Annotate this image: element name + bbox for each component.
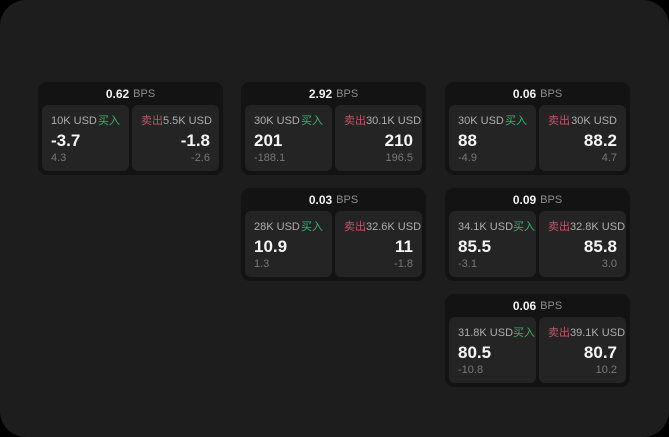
- buy-delta: -4.9: [458, 152, 477, 164]
- buy-panel[interactable]: 34.1K USD 买入 85.5 -3.1: [449, 211, 536, 277]
- sell-amount: 32.6K USD: [366, 221, 422, 233]
- sell-amount: 5.5K USD: [163, 115, 212, 127]
- sell-panel[interactable]: 卖出 32.6K USD 11 -1.8: [335, 211, 422, 277]
- buy-amount: 28K USD: [254, 221, 300, 233]
- buy-price: 85.5: [458, 237, 492, 256]
- bps-unit: BPS: [336, 87, 359, 100]
- buy-panel[interactable]: 30K USD 买入 88 -4.9: [449, 105, 536, 171]
- sell-tag: 卖出: [344, 115, 366, 127]
- sell-price: 85.8: [583, 237, 617, 256]
- sell-panel[interactable]: 卖出 5.5K USD -1.8 -2.6: [132, 105, 219, 171]
- sell-panel[interactable]: 卖出 39.1K USD 80.7 10.2: [539, 317, 626, 383]
- sell-delta: 3.0: [601, 258, 617, 270]
- sell-delta: -2.6: [191, 152, 210, 164]
- buy-delta: -10.8: [458, 364, 484, 376]
- sell-price: 210: [384, 131, 413, 150]
- buy-panel[interactable]: 31.8K USD 买入 80.5 -10.8: [449, 317, 536, 383]
- bps-header: 0.06 BPS: [449, 82, 626, 105]
- buy-price: 10.9: [254, 237, 288, 256]
- sell-panel[interactable]: 卖出 30.1K USD 210 196.5: [335, 105, 422, 171]
- sell-delta: 4.7: [601, 152, 617, 164]
- buy-price: 201: [254, 131, 283, 150]
- buy-panel[interactable]: 10K USD 买入 -3.7 4.3: [42, 105, 129, 171]
- bps-unit: BPS: [540, 193, 563, 206]
- bps-header: 0.06 BPS: [449, 294, 626, 317]
- bps-unit: BPS: [540, 299, 563, 312]
- sell-delta: 10.2: [595, 364, 617, 376]
- sell-price: 88.2: [583, 131, 617, 150]
- bps-header: 2.92 BPS: [245, 82, 422, 105]
- buy-tag: 买入: [301, 221, 323, 233]
- sell-amount: 32.8K USD: [570, 221, 626, 233]
- sell-tag: 卖出: [141, 115, 163, 127]
- sell-panel[interactable]: 卖出 32.8K USD 85.8 3.0: [539, 211, 626, 277]
- sell-tag: 卖出: [548, 221, 570, 233]
- sell-amount: 30K USD: [571, 115, 617, 127]
- buy-delta: -188.1: [254, 152, 286, 164]
- buy-tag: 买入: [98, 115, 120, 127]
- sell-price: 11: [395, 237, 413, 256]
- buy-amount: 10K USD: [51, 115, 97, 127]
- quote-card: 0.03 BPS 28K USD 买入 10.9 1.3 卖出 32.6K US…: [241, 188, 426, 281]
- bps-value: 0.06: [512, 298, 537, 313]
- buy-delta: -3.1: [458, 258, 477, 270]
- sell-delta: -1.8: [394, 258, 413, 270]
- bps-header: 0.03 BPS: [245, 188, 422, 211]
- bps-unit: BPS: [540, 87, 563, 100]
- buy-amount: 30K USD: [254, 115, 300, 127]
- bps-value: 0.03: [308, 192, 333, 207]
- buy-amount: 30K USD: [458, 115, 504, 127]
- sell-panel[interactable]: 卖出 30K USD 88.2 4.7: [539, 105, 626, 171]
- bps-unit: BPS: [133, 87, 156, 100]
- buy-price: -3.7: [51, 131, 81, 150]
- buy-tag: 买入: [513, 327, 536, 339]
- sell-delta: 196.5: [385, 152, 413, 164]
- bps-header: 0.62 BPS: [42, 82, 219, 105]
- sell-amount: 30.1K USD: [366, 115, 422, 127]
- bps-value: 2.92: [308, 86, 333, 101]
- bps-header: 0.09 BPS: [449, 188, 626, 211]
- quote-card: 0.06 BPS 31.8K USD 买入 80.5 -10.8 卖出 39.1…: [445, 294, 630, 387]
- buy-price: 80.5: [458, 343, 492, 362]
- buy-panel[interactable]: 28K USD 买入 10.9 1.3: [245, 211, 332, 277]
- sell-tag: 卖出: [548, 115, 570, 127]
- bps-value: 0.62: [105, 86, 130, 101]
- buy-tag: 买入: [513, 221, 536, 233]
- sell-tag: 卖出: [548, 327, 570, 339]
- buy-delta: 1.3: [254, 258, 270, 270]
- buy-tag: 买入: [505, 115, 527, 127]
- quote-card: 0.06 BPS 30K USD 买入 88 -4.9 卖出 30K USD 8…: [445, 82, 630, 175]
- buy-panel[interactable]: 30K USD 买入 201 -188.1: [245, 105, 332, 171]
- bps-value: 0.09: [512, 192, 537, 207]
- bps-value: 0.06: [512, 86, 537, 101]
- sell-price: 80.7: [583, 343, 617, 362]
- buy-tag: 买入: [301, 115, 323, 127]
- sell-price: -1.8: [180, 131, 210, 150]
- quote-card: 2.92 BPS 30K USD 买入 201 -188.1 卖出 30.1K …: [241, 82, 426, 175]
- bps-unit: BPS: [336, 193, 359, 206]
- buy-amount: 34.1K USD: [458, 221, 514, 233]
- quote-card: 0.62 BPS 10K USD 买入 -3.7 4.3 卖出 5.5K USD…: [38, 82, 223, 175]
- quote-card: 0.09 BPS 34.1K USD 买入 85.5 -3.1 卖出 32.8K…: [445, 188, 630, 281]
- buy-amount: 31.8K USD: [458, 327, 514, 339]
- buy-price: 88: [458, 131, 477, 150]
- buy-delta: 4.3: [51, 152, 67, 164]
- sell-tag: 卖出: [344, 221, 366, 233]
- sell-amount: 39.1K USD: [570, 327, 626, 339]
